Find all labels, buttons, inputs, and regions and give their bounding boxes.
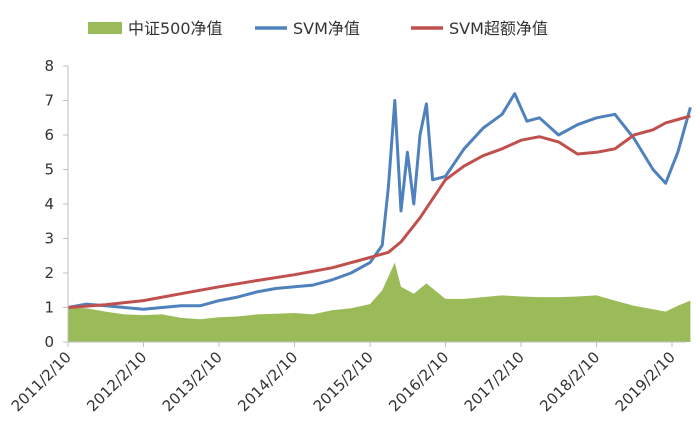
x-tick-label: 2014/2/10 (234, 348, 301, 415)
y-tick-label: 3 (44, 230, 54, 248)
x-tick-label: 2017/2/10 (461, 348, 528, 415)
y-tick-label: 2 (44, 264, 54, 282)
plot-area (67, 92, 692, 342)
axes: 0 1 2 3 4 5 6 7 8 2011/2/10 2012/2/10 2013/2/10 2014… (8, 57, 686, 415)
y-tick-label: 6 (44, 126, 54, 144)
x-tick-label: 2016/2/10 (385, 348, 452, 415)
legend-swatch (88, 22, 122, 34)
series-area-0 (68, 262, 691, 342)
x-tick-label: 2018/2/10 (536, 348, 603, 415)
series-line-2 (67, 114, 691, 309)
y-tick-label: 5 (44, 161, 54, 179)
y-tick-label: 8 (44, 57, 54, 75)
legend: 中证500净值 SVM净值 SVM超额净值 (88, 19, 548, 38)
x-tick-label: 2013/2/10 (159, 348, 226, 415)
legend-label: SVM超额净值 (449, 19, 548, 38)
y-tick-label: 4 (44, 195, 54, 213)
series-line-1 (67, 92, 692, 311)
x-tick-label: 2019/2/10 (612, 348, 679, 415)
y-tick-label: 1 (44, 299, 54, 317)
legend-label: 中证500净值 (128, 19, 223, 38)
y-tick-label: 0 (44, 333, 54, 351)
x-tick-label: 2012/2/10 (83, 348, 150, 415)
legend-label: SVM净值 (293, 19, 360, 38)
x-tick-label: 2015/2/10 (310, 348, 377, 415)
x-tick-label: 2011/2/10 (8, 348, 75, 415)
y-tick-label: 7 (44, 92, 54, 110)
